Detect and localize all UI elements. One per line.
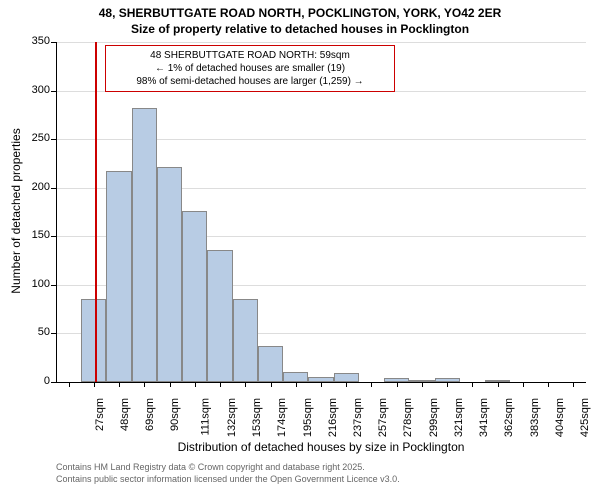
- y-tick-label: 250: [20, 132, 50, 144]
- x-tick-label: 90sqm: [169, 398, 181, 431]
- marker-line: [95, 42, 97, 382]
- y-tick-label: 350: [20, 35, 50, 47]
- x-tick-label: 404sqm: [554, 398, 566, 437]
- histogram-bar: [207, 250, 232, 382]
- footer-line1: Contains HM Land Registry data © Crown c…: [56, 462, 400, 474]
- x-tick-label: 383sqm: [529, 398, 541, 437]
- y-tick-label: 150: [20, 229, 50, 241]
- histogram-bar: [106, 171, 131, 382]
- histogram-bar: [334, 373, 359, 382]
- x-tick-label: 27sqm: [94, 398, 106, 431]
- x-tick-label: 132sqm: [226, 398, 238, 437]
- x-tick-label: 278sqm: [403, 398, 415, 437]
- y-tick-label: 300: [20, 84, 50, 96]
- x-tick-label: 321sqm: [453, 398, 465, 437]
- annotation-line2: ← 1% of detached houses are smaller (19): [112, 62, 388, 75]
- footer-line2: Contains public sector information licen…: [56, 474, 400, 486]
- gridline: [56, 42, 586, 43]
- y-tick-label: 100: [20, 278, 50, 290]
- x-tick-label: 216sqm: [327, 398, 339, 437]
- x-tick-label: 69sqm: [144, 398, 156, 431]
- histogram-bar: [182, 211, 207, 382]
- x-tick-label: 362sqm: [504, 398, 516, 437]
- annotation-line3: 98% of semi-detached houses are larger (…: [112, 75, 388, 88]
- y-axis-line: [56, 42, 57, 382]
- title-line1: 48, SHERBUTTGATE ROAD NORTH, POCKLINGTON…: [0, 6, 600, 22]
- x-tick-label: 48sqm: [119, 398, 131, 431]
- x-tick-label: 341sqm: [478, 398, 490, 437]
- chart-title: 48, SHERBUTTGATE ROAD NORTH, POCKLINGTON…: [0, 0, 600, 37]
- x-tick-label: 174sqm: [276, 398, 288, 437]
- histogram-bar: [157, 167, 182, 382]
- histogram-bar: [258, 346, 283, 382]
- x-tick-label: 299sqm: [428, 398, 440, 437]
- x-tick-label: 195sqm: [302, 398, 314, 437]
- y-axis-label: Number of detached properties: [9, 121, 23, 301]
- title-line2: Size of property relative to detached ho…: [0, 22, 600, 38]
- x-tick-label: 257sqm: [377, 398, 389, 437]
- annotation-box: 48 SHERBUTTGATE ROAD NORTH: 59sqm ← 1% o…: [105, 45, 395, 92]
- annotation-line1: 48 SHERBUTTGATE ROAD NORTH: 59sqm: [112, 49, 388, 62]
- x-tick-label: 111sqm: [199, 398, 211, 436]
- x-axis-label: Distribution of detached houses by size …: [56, 440, 586, 454]
- x-axis-line: [56, 382, 586, 383]
- x-tick-label: 425sqm: [579, 398, 591, 437]
- plot-area: 05010015020025030035027sqm48sqm69sqm90sq…: [56, 42, 586, 382]
- x-tick-label: 237sqm: [352, 398, 364, 437]
- histogram-bar: [233, 299, 258, 382]
- histogram-bar: [283, 372, 308, 382]
- y-tick-label: 200: [20, 181, 50, 193]
- histogram-bar: [132, 108, 157, 382]
- x-tick-label: 153sqm: [251, 398, 263, 437]
- y-tick-label: 50: [20, 326, 50, 338]
- chart-container: 48, SHERBUTTGATE ROAD NORTH, POCKLINGTON…: [0, 0, 600, 500]
- y-tick-label: 0: [20, 375, 50, 387]
- footer-text: Contains HM Land Registry data © Crown c…: [56, 462, 400, 485]
